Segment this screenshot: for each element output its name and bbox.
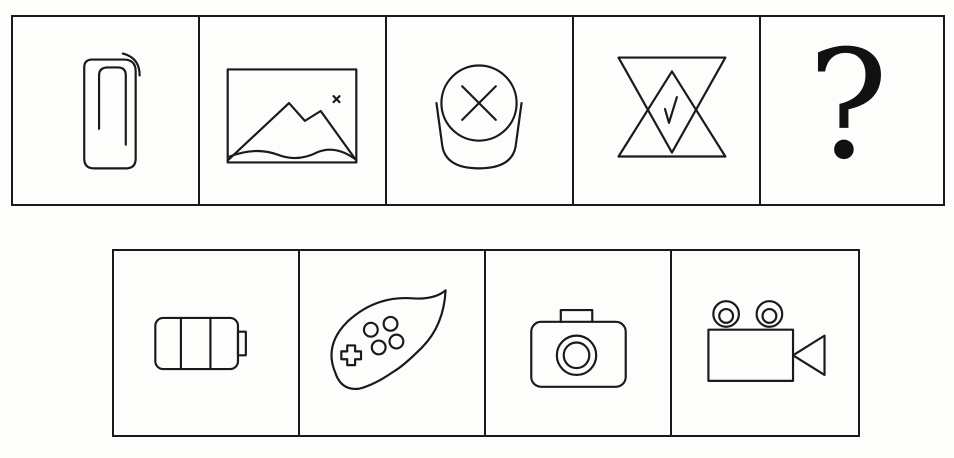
options-row bbox=[112, 249, 860, 437]
question-cell-1 bbox=[13, 17, 200, 204]
gamepad-icon bbox=[330, 289, 447, 391]
option-cell-b[interactable] bbox=[300, 251, 486, 435]
video-camera-icon bbox=[707, 300, 826, 382]
question-cell-4 bbox=[574, 17, 761, 204]
option-cell-a[interactable] bbox=[114, 251, 300, 435]
camera-icon bbox=[530, 308, 627, 388]
battery-icon bbox=[154, 316, 247, 371]
hourglass-triangles-icon bbox=[617, 56, 727, 158]
option-cell-c[interactable] bbox=[486, 251, 672, 435]
image-icon bbox=[226, 68, 358, 164]
question-mark: ? bbox=[807, 19, 889, 193]
question-cell-3 bbox=[387, 17, 574, 204]
question-cell-5: ? bbox=[761, 17, 935, 204]
circle-x-capsule-icon bbox=[435, 64, 523, 170]
question-cell-2 bbox=[200, 17, 387, 204]
paperclip-icon bbox=[83, 52, 141, 170]
option-cell-d[interactable] bbox=[672, 251, 858, 435]
question-row: ? bbox=[11, 15, 945, 206]
